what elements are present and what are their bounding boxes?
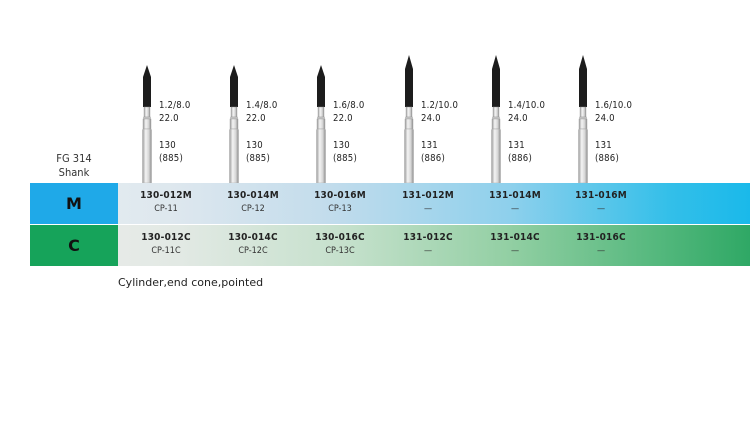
product-code: 130-016C (315, 232, 365, 243)
product-code: 131-016M (575, 190, 627, 201)
bur-drawing (229, 65, 239, 188)
reference-code: — (423, 204, 433, 214)
bur-length: 24.0 (508, 113, 528, 124)
bur-4: 1.2/10.0 24.0 131 (886) (402, 55, 492, 190)
product-cell: 131-014C — (472, 231, 558, 258)
bur-length: 22.0 (159, 113, 179, 124)
bur-drawing (404, 55, 414, 188)
product-code: 131-016C (576, 232, 626, 243)
bur-size: 1.2/10.0 (421, 100, 459, 111)
reference-code: — (423, 246, 433, 256)
grit-badge-c: C (30, 225, 118, 266)
product-cell: 131-012M — (385, 189, 471, 216)
product-cell: 130-016M CP-13 (297, 189, 383, 216)
bur-shape-number: 130 (246, 140, 263, 151)
product-code: 130-014C (228, 232, 278, 243)
product-cell: 131-016M — (558, 189, 644, 216)
product-code: 131-012M (402, 190, 454, 201)
bur-shape-number: 130 (159, 140, 176, 151)
bur-5: 1.4/10.0 24.0 131 (886) (489, 55, 579, 190)
product-code: 130-012M (140, 190, 192, 201)
reference-code: CP-11 (154, 204, 178, 214)
grit-row-m: M 130-012M CP-11 130-014M CP-12 130-016M CP-1… (30, 183, 750, 224)
bur-1: 1.2/8.0 22.0 130 (885) (140, 55, 230, 190)
product-code: 130-012C (141, 232, 191, 243)
bur-drawing (491, 55, 501, 188)
bur-length: 22.0 (333, 113, 353, 124)
product-code: 130-014M (227, 190, 279, 201)
reference-code: — (510, 246, 520, 256)
shank-label: FG 314 Shank (40, 152, 108, 180)
bur-size: 1.4/8.0 (246, 100, 278, 111)
bur-size: 1.4/10.0 (508, 100, 546, 111)
bur-shape-number: 130 (333, 140, 350, 151)
product-cell: 130-012C CP-11C (123, 231, 209, 258)
bur-drawing (316, 65, 326, 188)
bur-length: 24.0 (595, 113, 615, 124)
product-code: 131-014C (490, 232, 540, 243)
bur-iso-number: (885) (159, 153, 183, 164)
product-code: 131-014M (489, 190, 541, 201)
product-cell: 131-016C — (558, 231, 644, 258)
shape-caption: Cylinder,end cone,pointed (118, 276, 264, 289)
bur-size: 1.2/8.0 (159, 100, 191, 111)
reference-code: CP-12 (241, 204, 265, 214)
bur-3: 1.6/8.0 22.0 130 (885) (314, 55, 404, 190)
bur-drawing (578, 55, 588, 188)
bur-size: 1.6/8.0 (333, 100, 365, 111)
bur-iso-number: (885) (246, 153, 270, 164)
bur-shape-number: 131 (595, 140, 612, 151)
product-cell: 131-014M — (472, 189, 558, 216)
bur-length: 22.0 (246, 113, 266, 124)
reference-code: — (596, 246, 606, 256)
bur-iso-number: (886) (421, 153, 445, 164)
bur-size: 1.6/10.0 (595, 100, 633, 111)
reference-code: — (596, 204, 606, 214)
bur-drawing (142, 65, 152, 188)
product-cell: 131-012C — (385, 231, 471, 258)
bur-6: 1.6/10.0 24.0 131 (886) (576, 55, 666, 190)
reference-code: — (510, 204, 520, 214)
product-cell: 130-014C CP-12C (210, 231, 296, 258)
reference-code: CP-12C (238, 246, 268, 256)
bur-length: 24.0 (421, 113, 441, 124)
reference-code: CP-13 (328, 204, 352, 214)
product-cell: 130-016C CP-13C (297, 231, 383, 258)
bur-iso-number: (886) (508, 153, 532, 164)
bur-iso-number: (886) (595, 153, 619, 164)
grit-badge-m: M (30, 183, 118, 224)
shank-word: Shank (58, 166, 90, 179)
grit-row-c: C 130-012C CP-11C 130-014C CP-12C 130-016C CP… (30, 225, 750, 266)
product-cell: 130-014M CP-12 (210, 189, 296, 216)
product-code: 130-016M (314, 190, 366, 201)
bur-shape-number: 131 (421, 140, 438, 151)
bur-2: 1.4/8.0 22.0 130 (885) (227, 55, 317, 190)
product-cell: 130-012M CP-11 (123, 189, 209, 216)
reference-code: CP-11C (151, 246, 181, 256)
reference-code: CP-13C (325, 246, 355, 256)
shank-type: FG 314 (56, 152, 92, 165)
bur-shape-number: 131 (508, 140, 525, 151)
product-code: 131-012C (403, 232, 453, 243)
bur-iso-number: (885) (333, 153, 357, 164)
